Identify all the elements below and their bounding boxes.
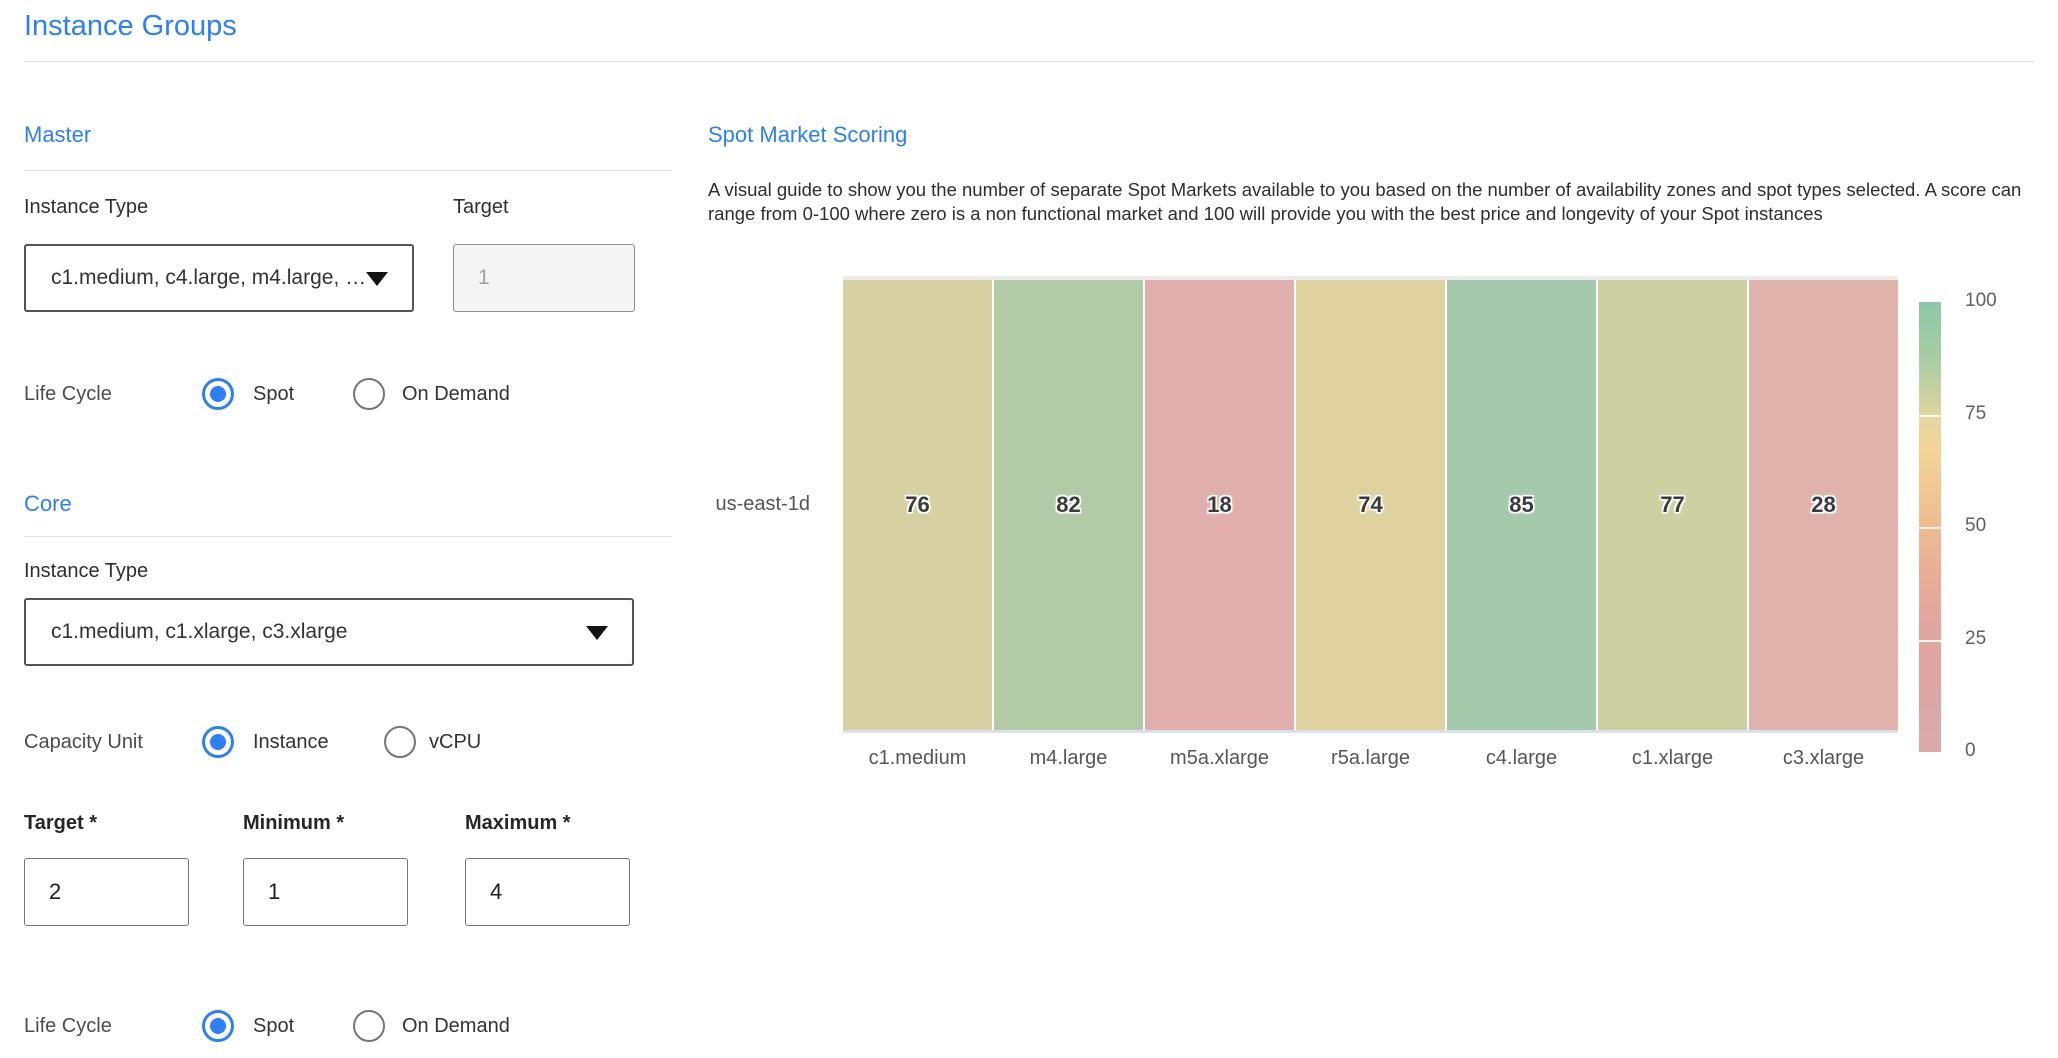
heatmap-x-label: m5a.xlarge <box>1170 747 1269 769</box>
master-target-input <box>453 244 635 312</box>
colorbar-tick-label: 25 <box>1965 627 1987 649</box>
core-life-cycle-radio-on-demand[interactable] <box>353 1010 385 1042</box>
heatmap-cell-value: 74 <box>1358 492 1383 517</box>
section-title-core: Core <box>24 491 72 516</box>
master-life-cycle-label: Life Cycle <box>24 383 112 405</box>
master-instance-type-label: Instance Type <box>24 196 149 218</box>
heatmap-cell-m5a.xlarge[interactable]: 18 <box>1145 280 1294 730</box>
core-life-cycle-radio-spot[interactable] <box>202 1010 234 1042</box>
master-life-cycle-option-spot[interactable]: Spot <box>253 383 295 405</box>
heatmap-cell-c3.xlarge[interactable]: 28 <box>1749 280 1898 730</box>
core-life-cycle-option-spot[interactable]: Spot <box>253 1015 295 1037</box>
heatmap-x-label: c3.xlarge <box>1782 747 1865 769</box>
core-target-input[interactable] <box>24 858 189 926</box>
heatmap-cell-value: 28 <box>1811 492 1836 517</box>
core-capacity-unit-option-vcpu[interactable]: vCPU <box>429 731 482 753</box>
heatmap-cell-m4.large[interactable]: 82 <box>994 280 1143 730</box>
master-instance-type-select[interactable]: c1.medium, c4.large, m4.large, … <box>24 244 414 312</box>
core-capacity-unit-option-instance[interactable]: Instance <box>253 731 329 753</box>
core-minimum-input[interactable] <box>243 858 408 926</box>
core-minimum-label: Minimum * <box>243 812 345 834</box>
section-title-spot-market-scoring: Spot Market Scoring <box>708 122 908 147</box>
core-life-cycle-option-on-demand[interactable]: On Demand <box>402 1015 510 1037</box>
heatmap-cell-value: 85 <box>1509 492 1534 517</box>
heatmap-row-label: us-east-1d <box>715 493 811 515</box>
heatmap-x-label: c4.large <box>1485 747 1558 769</box>
core-maximum-input[interactable] <box>465 858 630 926</box>
heatmap-cell-c4.large[interactable]: 85 <box>1447 280 1596 730</box>
core-maximum-label: Maximum * <box>465 812 571 834</box>
master-instance-type-value: c1.medium, c4.large, m4.large, … <box>51 266 367 289</box>
heatmap-x-label: c1.medium <box>868 747 967 769</box>
colorbar-separator <box>1919 639 1941 642</box>
core-divider <box>24 536 672 537</box>
heatmap-axis-line <box>843 730 1898 733</box>
colorbar-tick-label: 0 <box>1965 740 1976 761</box>
header-divider <box>24 61 2034 62</box>
colorbar-separator <box>1919 414 1941 417</box>
core-instance-type-label: Instance Type <box>24 560 149 582</box>
heatmap-cell-value: 82 <box>1056 492 1081 517</box>
colorbar-tick-label: 100 <box>1965 290 1997 311</box>
heatmap-cell-c1.xlarge[interactable]: 77 <box>1598 280 1747 730</box>
core-life-cycle-label: Life Cycle <box>24 1015 112 1037</box>
heatmap-top-border <box>843 276 1898 280</box>
spot-market-description: A visual guide to show you the number of… <box>708 179 2022 224</box>
heatmap: 76 82 18 74 85 77 28 <box>843 280 1898 730</box>
core-instance-type-select[interactable]: c1.medium, c1.xlarge, c3.xlarge <box>24 598 634 666</box>
colorbar-tick-label: 50 <box>1965 515 1987 536</box>
master-life-cycle-radio-spot[interactable] <box>202 378 234 410</box>
core-target-label: Target * <box>24 812 97 834</box>
heatmap-cell-value: 18 <box>1207 492 1232 517</box>
heatmap-cell-c1.medium[interactable]: 76 <box>843 280 992 730</box>
heatmap-x-axis: c1.medium m4.large m5a.xlarge r5a.large c4.l… <box>843 747 1898 770</box>
section-title-master: Master <box>24 122 92 147</box>
master-life-cycle-radio-on-demand[interactable] <box>353 378 385 410</box>
colorbar-separator <box>1919 527 1941 529</box>
heatmap-x-label: r5a.large <box>1331 747 1410 769</box>
heatmap-cell-value: 76 <box>905 492 930 517</box>
chevron-down-icon <box>366 272 388 286</box>
heatmap-cell-value: 77 <box>1660 492 1685 517</box>
master-life-cycle-option-on-demand[interactable]: On Demand <box>402 383 510 405</box>
page-title: Instance Groups <box>24 10 237 42</box>
core-capacity-unit-label: Capacity Unit <box>24 731 143 753</box>
master-target-label: Target <box>453 196 509 218</box>
core-capacity-unit-radio-vcpu[interactable] <box>384 726 416 758</box>
heatmap-x-label: c1.xlarge <box>1631 747 1714 769</box>
core-capacity-unit-radio-instance[interactable] <box>202 726 234 758</box>
master-divider <box>24 170 672 171</box>
heatmap-cell-r5a.large[interactable]: 74 <box>1296 280 1445 730</box>
heatmap-x-label: m4.large <box>1029 747 1108 769</box>
colorbar-gradient <box>1919 302 1941 752</box>
chevron-down-icon <box>586 626 608 640</box>
core-instance-type-value: c1.medium, c1.xlarge, c3.xlarge <box>51 620 348 643</box>
colorbar-tick-label: 75 <box>1965 402 1987 424</box>
